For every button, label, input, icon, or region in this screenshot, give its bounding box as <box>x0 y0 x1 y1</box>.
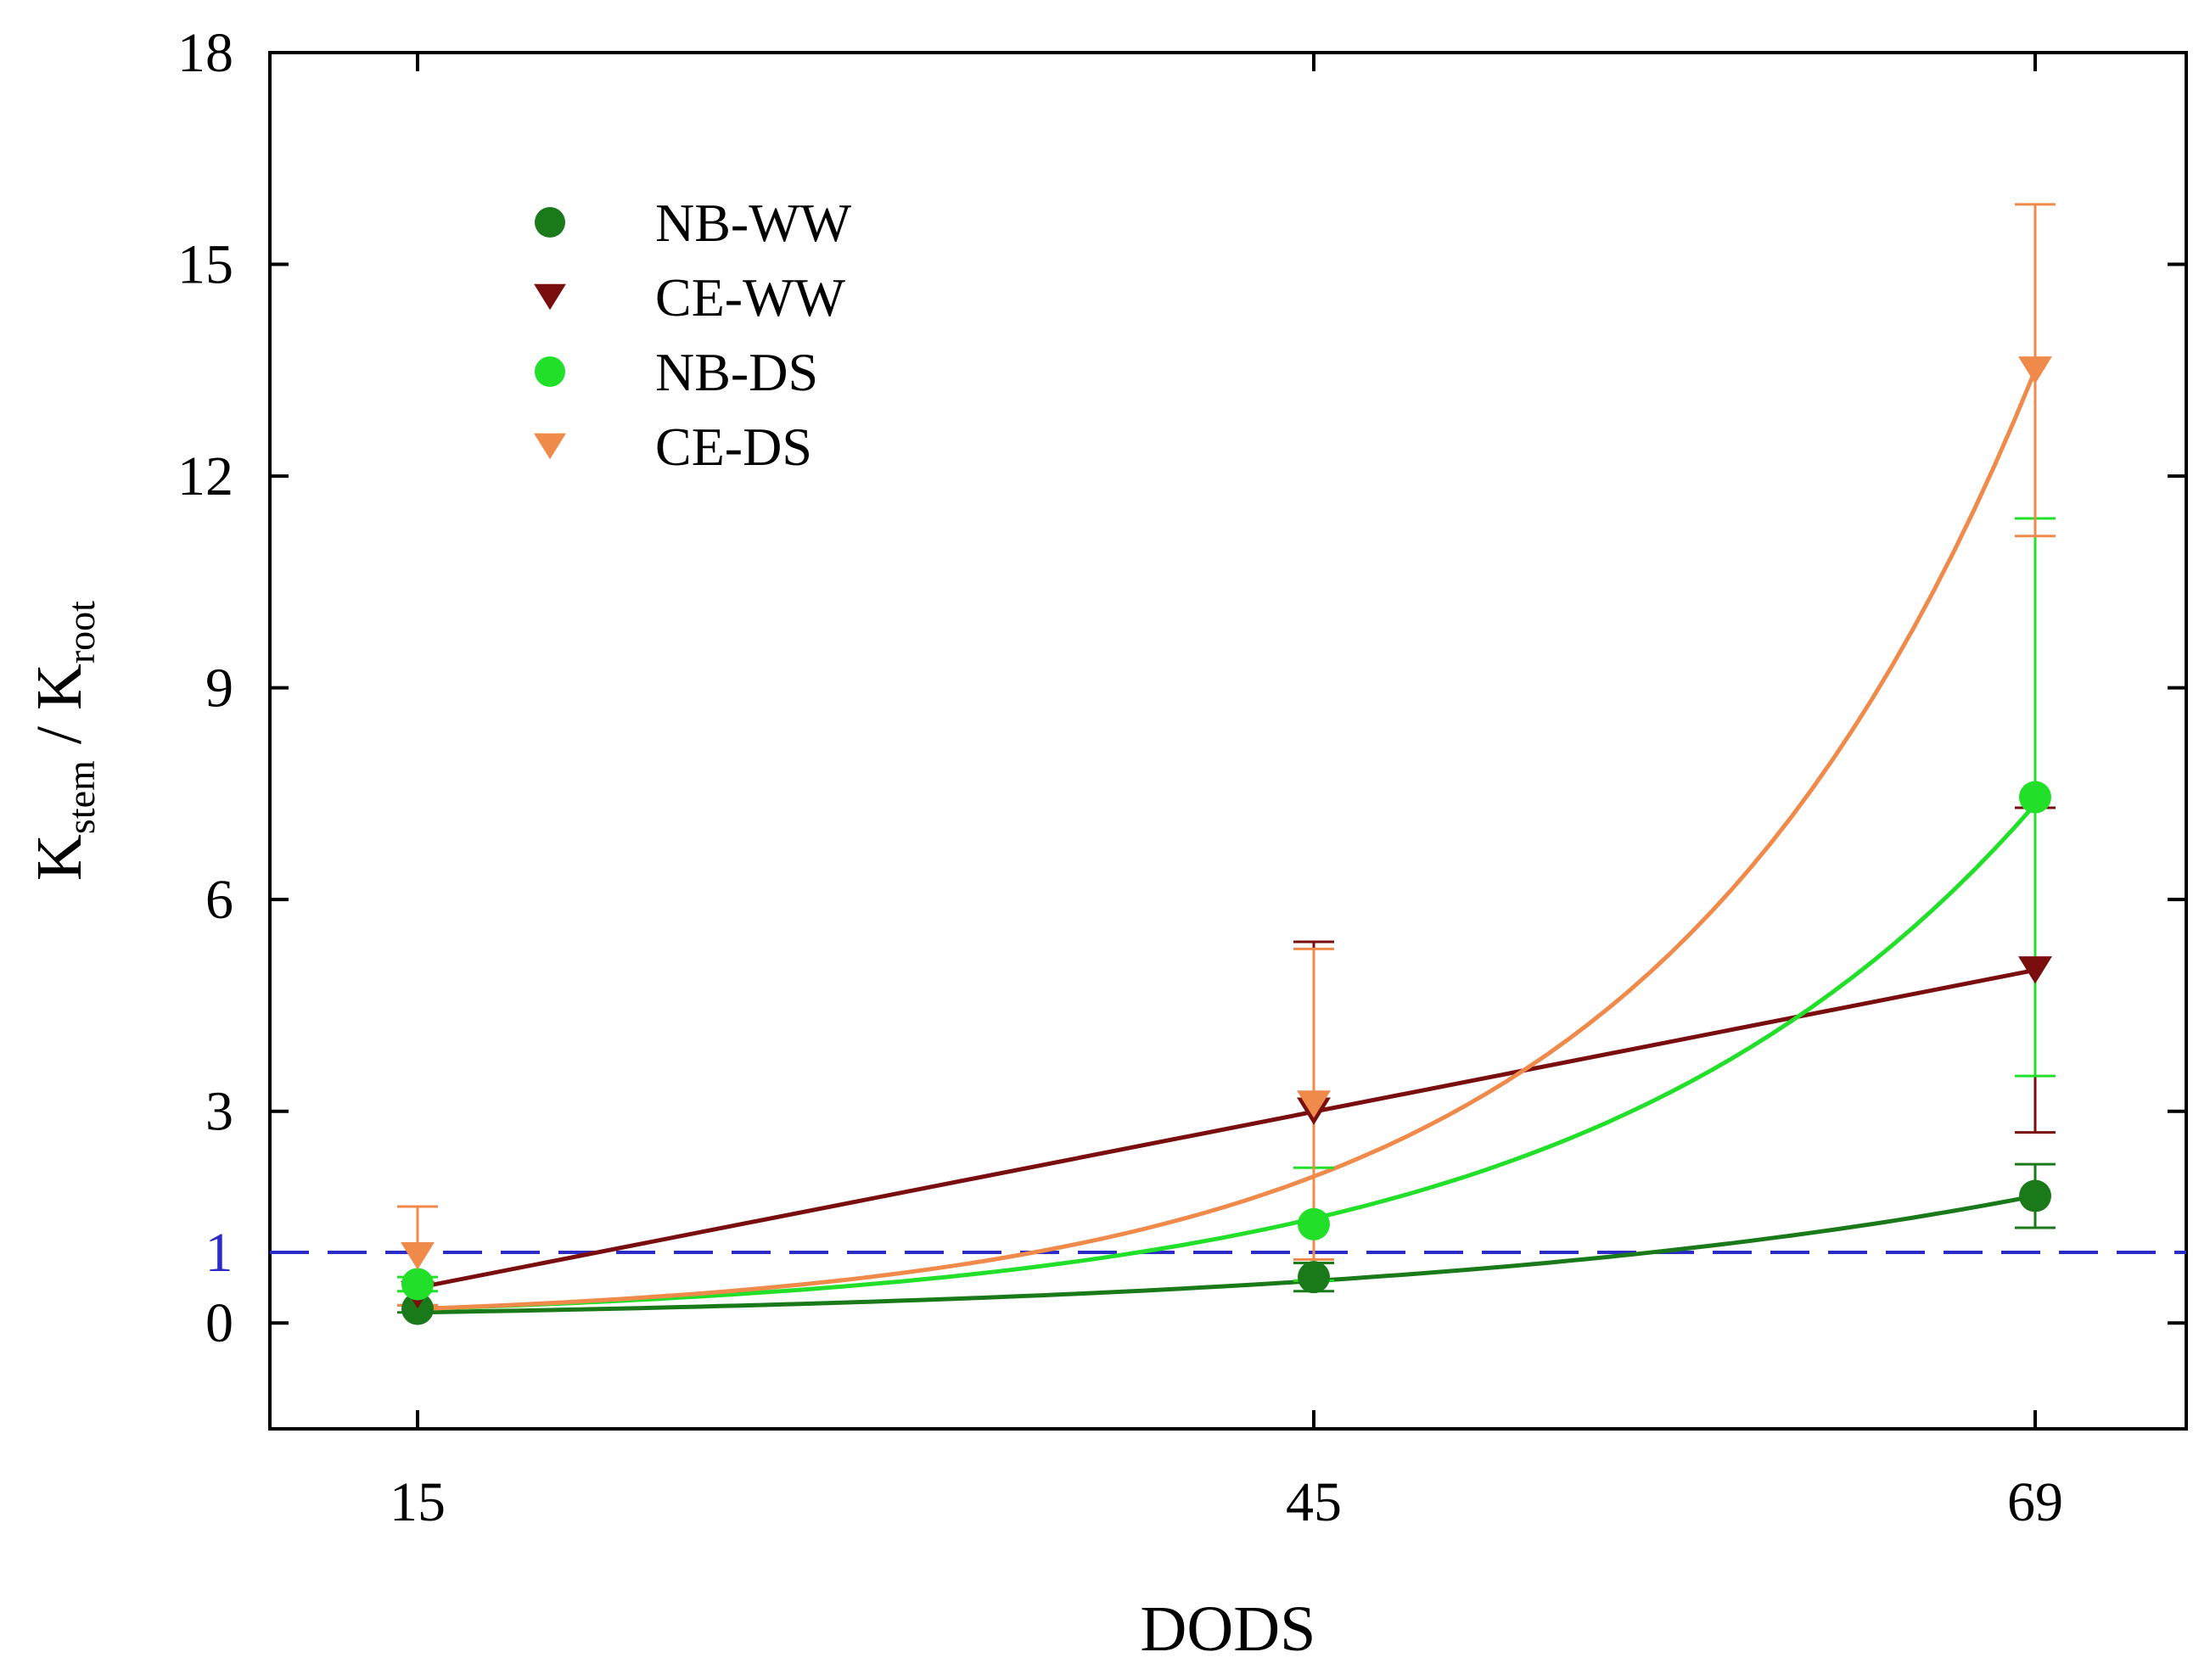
y-axis-title-main: K <box>24 834 95 881</box>
legend-marker-nb-ds <box>535 356 565 387</box>
data-markers <box>401 356 2052 1325</box>
y-axis-title: Kstem / Kroot <box>24 601 103 881</box>
y-tick-label: 6 <box>205 869 233 931</box>
y-tick-label: 3 <box>205 1081 233 1143</box>
plot-frame <box>268 51 2188 1431</box>
y-tick-label: 9 <box>205 658 233 720</box>
x-tick-label: 45 <box>1286 1471 1342 1533</box>
y-tick-label: 0 <box>205 1292 233 1354</box>
legend-label-nb-ww: NB-WW <box>655 193 852 253</box>
y-axis-title-sub1: stem <box>59 760 103 834</box>
svg-text:Kstem / Kroot: Kstem / Kroot <box>24 601 103 881</box>
fit-line-nb-ww <box>417 1194 2036 1315</box>
legend-label-nb-ds: NB-DS <box>655 342 818 402</box>
point-nb-ds <box>2019 781 2051 814</box>
legend-label-ce-ww: CE-WW <box>655 267 846 328</box>
point-nb-ww <box>2019 1179 2051 1212</box>
reference-line-label: 1 <box>205 1222 233 1284</box>
fit-line-ce-ds <box>417 369 2038 1312</box>
point-nb-ds <box>401 1268 434 1301</box>
y-tick-label: 12 <box>177 445 233 507</box>
y-axis-title-main2: K <box>24 664 95 710</box>
y-axis-title-sub2: root <box>59 601 103 664</box>
fit-lines <box>417 369 2038 1315</box>
legend-marker-ce-ds <box>534 433 566 460</box>
legend-marker-nb-ww <box>535 207 565 238</box>
x-axis-ticks: 15 45 69 <box>390 53 2063 1533</box>
legend-label-ce-ds: CE-DS <box>655 417 812 477</box>
legend: NB-WW CE-WW NB-DS CE-DS <box>534 193 852 477</box>
point-nb-ww <box>1298 1261 1330 1294</box>
fit-line-ce-ww <box>417 967 2036 1291</box>
y-axis-ticks: 0 3 6 9 12 15 18 <box>177 22 2186 1354</box>
fit-line-nb-ds <box>417 803 2037 1312</box>
error-bars <box>397 203 2056 1314</box>
point-ce-ds <box>2018 356 2052 384</box>
y-tick-label: 18 <box>177 22 233 84</box>
point-nb-ww <box>401 1292 434 1325</box>
legend-marker-ce-ww <box>534 283 566 311</box>
y-axis-title-divider: / <box>24 710 95 760</box>
y-tick-label: 15 <box>177 234 233 296</box>
point-nb-ds <box>1298 1207 1330 1240</box>
x-axis-title: DODS <box>1141 1593 1316 1665</box>
point-ce-ds <box>401 1242 435 1270</box>
x-tick-label: 15 <box>390 1471 446 1533</box>
x-tick-label: 69 <box>2007 1471 2063 1533</box>
point-ce-ds <box>1297 1090 1331 1118</box>
point-ce-ww <box>2018 956 2052 984</box>
